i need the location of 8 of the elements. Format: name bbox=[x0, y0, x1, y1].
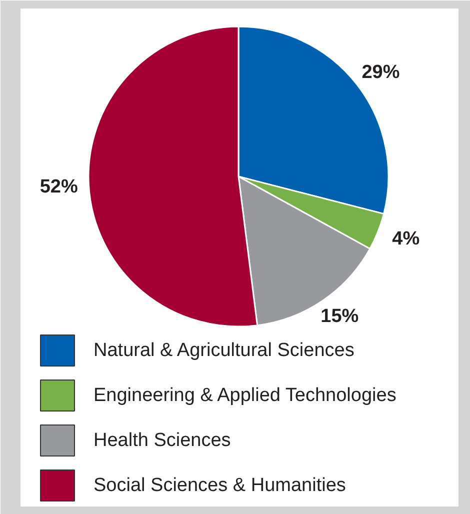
legend-label: Engineering & Applied Technologies bbox=[94, 385, 396, 406]
legend-label: Health Sciences bbox=[94, 430, 231, 451]
data-label: 52% bbox=[40, 176, 78, 198]
data-label: 4% bbox=[392, 228, 420, 250]
legend-label: Social Sciences & Humanities bbox=[94, 475, 346, 496]
data-label: 15% bbox=[320, 306, 359, 328]
legend-label: Natural & Agricultural Sciences bbox=[94, 340, 354, 361]
data-label: 29% bbox=[362, 62, 400, 84]
